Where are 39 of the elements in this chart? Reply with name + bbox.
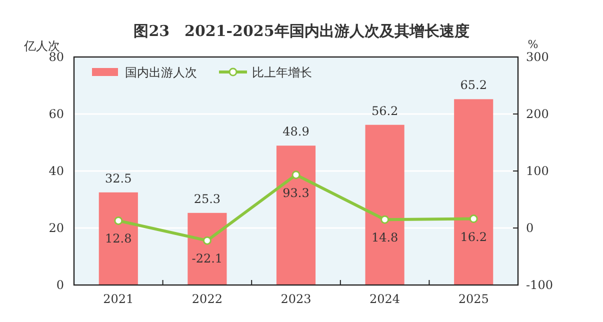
data-label: -22.1	[192, 252, 223, 266]
data-label: 14.8	[371, 230, 398, 245]
legend-label: 比上年增长	[252, 66, 312, 80]
y2-tick-label: 100	[526, 164, 549, 178]
bar	[188, 212, 227, 285]
data-label: 93.3	[282, 186, 310, 200]
point	[202, 236, 212, 245]
data-label: 56.2	[371, 104, 398, 118]
y-tick-label: 60	[48, 107, 64, 121]
data-label: 48.9	[282, 124, 310, 139]
bar	[454, 99, 494, 285]
point	[292, 170, 300, 180]
y-axis-title: 亿人次	[23, 39, 60, 53]
bar	[276, 146, 316, 285]
y2-tick-label: 300	[526, 50, 549, 64]
x-tick-label: 2023	[280, 292, 312, 306]
x-tick-label: 2025	[458, 292, 489, 306]
data-label: 12.8	[105, 232, 132, 246]
data-label: 65.2	[460, 78, 487, 92]
point	[469, 214, 478, 224]
chart-title: 图23 2021-2025年国内出游人次及其增长速度	[134, 22, 470, 40]
point	[380, 215, 390, 224]
y-tick-label: 0	[56, 278, 64, 292]
point	[114, 216, 123, 225]
data-label: 25.3	[194, 192, 221, 206]
data-label: 16.2	[460, 230, 487, 244]
x-tick-label: 2021	[103, 292, 134, 306]
y2-tick-label: -100	[526, 278, 553, 292]
x-tick-label: 2022	[192, 292, 222, 306]
bar	[365, 124, 404, 285]
y-tick-label: 20	[48, 221, 64, 235]
legend-label: 国内出游人次	[125, 66, 197, 80]
data-label: 32.5	[105, 171, 132, 186]
y2-tick-label: 0	[526, 221, 534, 235]
bar	[98, 192, 138, 285]
y2-tick-label: 200	[526, 107, 549, 121]
x-tick-label: 2024	[370, 292, 400, 306]
y2-axis-title: %	[528, 38, 538, 51]
y-tick-label: 40	[48, 164, 64, 178]
